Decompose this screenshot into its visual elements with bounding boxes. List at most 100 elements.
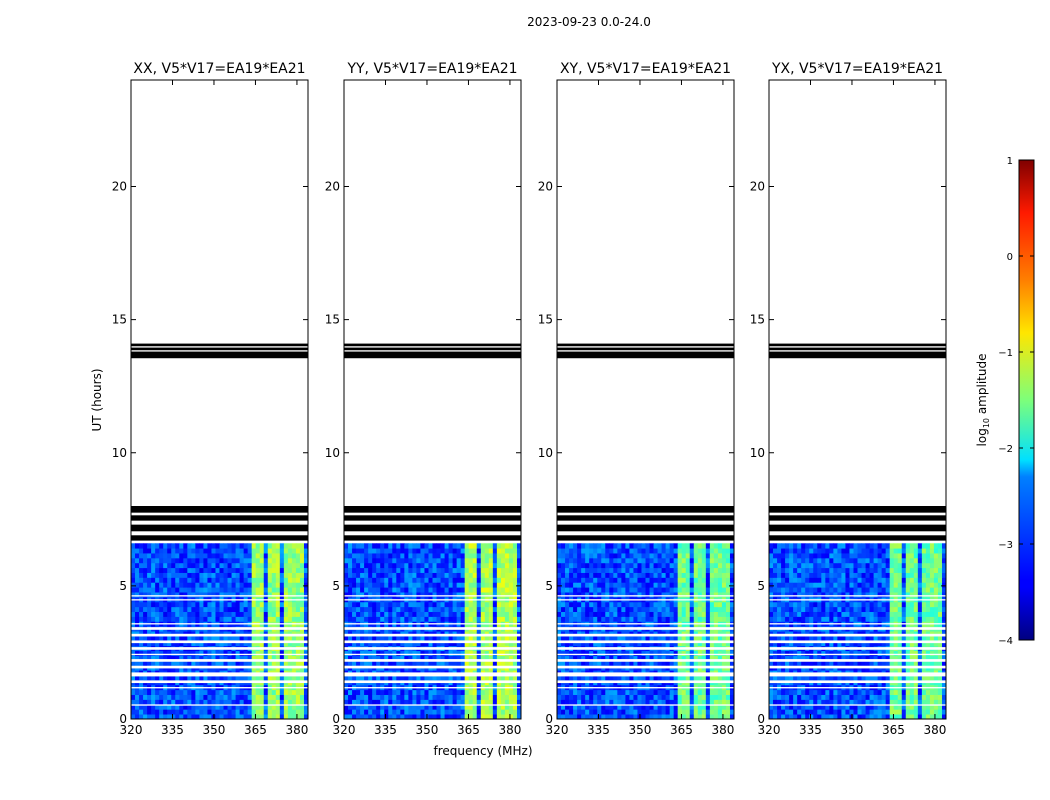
heatmap-cell	[480, 601, 486, 608]
heatmap-cell	[661, 592, 667, 598]
heatmap-cell	[609, 587, 614, 593]
heatmap-cell	[275, 650, 281, 656]
heatmap-cell	[452, 606, 458, 613]
heatmap-cell	[388, 675, 393, 681]
heatmap-cell	[175, 709, 180, 715]
heatmap-cell	[163, 655, 168, 661]
heatmap-cell	[697, 577, 703, 583]
heatmap-cell	[585, 660, 590, 666]
heatmap-cell	[352, 689, 357, 695]
heatmap-cell	[432, 704, 437, 710]
heatmap-cell	[557, 616, 562, 622]
heatmap-cell	[283, 601, 289, 608]
heatmap-cell	[215, 601, 220, 608]
heatmap-cell	[601, 709, 606, 715]
heatmap-cell	[448, 562, 454, 569]
heatmap-cell	[633, 709, 638, 715]
heatmap-cell	[247, 582, 253, 588]
heatmap-cell	[581, 704, 586, 710]
heatmap-cell	[159, 587, 164, 593]
heatmap-cell	[271, 567, 277, 573]
heatmap-cell	[416, 714, 421, 720]
heatmap-cell	[681, 704, 687, 710]
heatmap-cell	[171, 699, 176, 705]
heatmap-cell	[207, 567, 212, 573]
heatmap-cell	[597, 631, 602, 637]
heatmap-cell	[464, 601, 470, 608]
heatmap-cell	[661, 543, 667, 549]
heatmap-cell	[404, 543, 409, 549]
heatmap-cell	[609, 631, 614, 637]
heatmap-cell	[709, 699, 715, 705]
heatmap-cell	[380, 601, 385, 608]
heatmap-cell	[376, 611, 381, 617]
heatmap-cell	[609, 709, 614, 715]
heatmap-cell	[283, 709, 289, 715]
heatmap-cell	[135, 660, 140, 666]
heatmap-cell	[255, 582, 261, 588]
heatmap-cell	[271, 572, 277, 578]
heatmap-cell	[420, 655, 425, 661]
heatmap-cell	[685, 616, 691, 622]
heatmap-cell	[585, 592, 590, 598]
heatmap-cell	[384, 572, 389, 578]
heatmap-cell	[287, 689, 293, 695]
heatmap-cell	[243, 689, 249, 695]
heatmap-cell	[231, 714, 236, 720]
heatmap-cell	[368, 636, 373, 642]
heatmap-cell	[500, 655, 506, 661]
heatmap-cell	[500, 616, 506, 622]
heatmap-cell	[259, 699, 265, 705]
heatmap-cell	[472, 543, 478, 549]
heatmap-cell	[721, 553, 727, 559]
heatmap-cell	[191, 675, 196, 681]
heatmap-cell	[456, 650, 462, 656]
heatmap-cell	[557, 631, 562, 637]
heatmap-cell	[581, 660, 586, 666]
heatmap-cell	[271, 714, 277, 720]
heatmap-cell	[601, 640, 606, 647]
heatmap-cell	[593, 699, 598, 705]
heatmap-cell	[151, 704, 156, 710]
heatmap-cell	[163, 567, 168, 573]
heatmap-cell	[408, 660, 413, 666]
heatmap-cell	[412, 606, 417, 613]
heatmap-cell	[191, 567, 196, 573]
heatmap-cell	[440, 694, 445, 700]
heatmap-cell	[360, 557, 365, 564]
heatmap-cell	[356, 636, 361, 642]
heatmap-cell	[408, 694, 413, 700]
heatmap-cell	[484, 714, 490, 720]
heatmap-cell	[163, 562, 168, 569]
heatmap-cell	[685, 704, 691, 710]
heatmap-cell	[416, 611, 421, 617]
heatmap-cell	[480, 636, 486, 642]
heatmap-cell	[259, 616, 265, 622]
heatmap-cell	[569, 699, 574, 705]
heatmap-cell	[412, 582, 417, 588]
heatmap-cell	[139, 694, 144, 700]
heatmap-cell	[484, 616, 490, 622]
heatmap-cell	[243, 675, 249, 681]
heatmap-cell	[135, 650, 140, 656]
heatmap-cell	[665, 709, 671, 715]
heatmap-cell	[697, 611, 703, 617]
heatmap-cell	[291, 567, 297, 573]
heatmap-cell	[171, 714, 176, 720]
heatmap-cell	[557, 572, 562, 578]
heatmap-cell	[585, 587, 590, 593]
heatmap-cell	[504, 553, 510, 559]
heatmap-cell	[561, 675, 566, 681]
heatmap-cell	[348, 714, 353, 720]
heatmap-cell	[685, 636, 691, 642]
flag-gap	[131, 665, 308, 669]
heatmap-cell	[372, 582, 377, 588]
heatmap-cell	[171, 655, 176, 661]
heatmap-cell	[159, 582, 164, 588]
heatmap-cell	[183, 616, 188, 622]
heatmap-cell	[472, 582, 478, 588]
heatmap-cell	[183, 606, 188, 613]
heatmap-cell	[183, 699, 188, 705]
heatmap-cell	[581, 587, 586, 593]
heatmap-cell	[681, 572, 687, 578]
